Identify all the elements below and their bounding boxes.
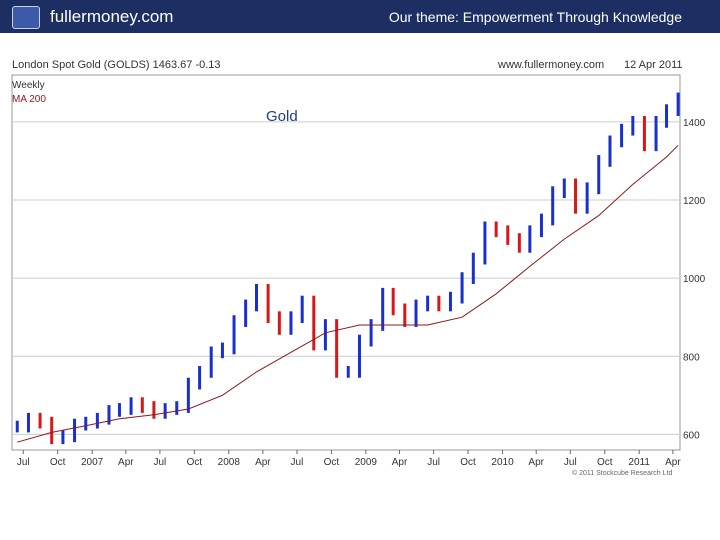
y-tick-label: 1400 <box>683 118 706 129</box>
y-tick-label: 1200 <box>683 196 706 207</box>
plot-frame <box>11 74 681 451</box>
x-tick-label: 2009 <box>355 457 378 468</box>
x-tick-label: 2007 <box>81 457 104 468</box>
y-tick-label: 800 <box>683 352 700 363</box>
y-tick-label: 1000 <box>683 274 706 285</box>
x-tick-label: Apr <box>118 457 134 468</box>
chart-date: 12 Apr 2011 <box>624 59 683 71</box>
x-tick-label: Oct <box>187 457 203 468</box>
x-tick-label: Oct <box>324 457 340 468</box>
x-tick-label: Jul <box>564 457 577 468</box>
x-tick-label: Oct <box>50 457 66 468</box>
brand-name: fullermoney.com <box>50 7 174 26</box>
ma-label: MA 200 <box>12 94 46 105</box>
chart-site: www.fullermoney.com <box>498 59 605 71</box>
x-tick-label: Apr <box>392 457 408 468</box>
x-tick-label: Jul <box>427 457 440 468</box>
chart-annotation: Gold <box>266 108 298 125</box>
x-tick-label: Jul <box>154 457 167 468</box>
x-tick-label: Oct <box>597 457 613 468</box>
x-tick-label: 2010 <box>491 457 514 468</box>
chart-copyright: © 2011 Stockcube Research Ltd <box>572 470 673 477</box>
x-tick-label: 2011 <box>628 457 650 468</box>
x-tick-label: Jul <box>17 457 30 468</box>
y-tick-label: 600 <box>683 430 700 441</box>
x-tick-label: Jul <box>291 457 304 468</box>
x-tick-label: Apr <box>665 457 681 468</box>
header-bar: fullermoney.com Our theme: Empowerment T… <box>0 0 720 33</box>
ma-200-line <box>17 144 679 443</box>
x-tick-label: 2008 <box>218 457 241 468</box>
x-tick-label: Oct <box>460 457 476 468</box>
chart-title: London Spot Gold (GOLDS) 1463.67 -0.13 <box>12 59 221 71</box>
x-tick-label: Apr <box>528 457 544 468</box>
theme-text: Our theme: Empowerment Through Knowledge <box>388 9 682 25</box>
fullermoney-logo-icon <box>12 6 40 29</box>
chart-frequency: Weekly <box>12 80 45 91</box>
x-tick-label: Apr <box>255 457 271 468</box>
